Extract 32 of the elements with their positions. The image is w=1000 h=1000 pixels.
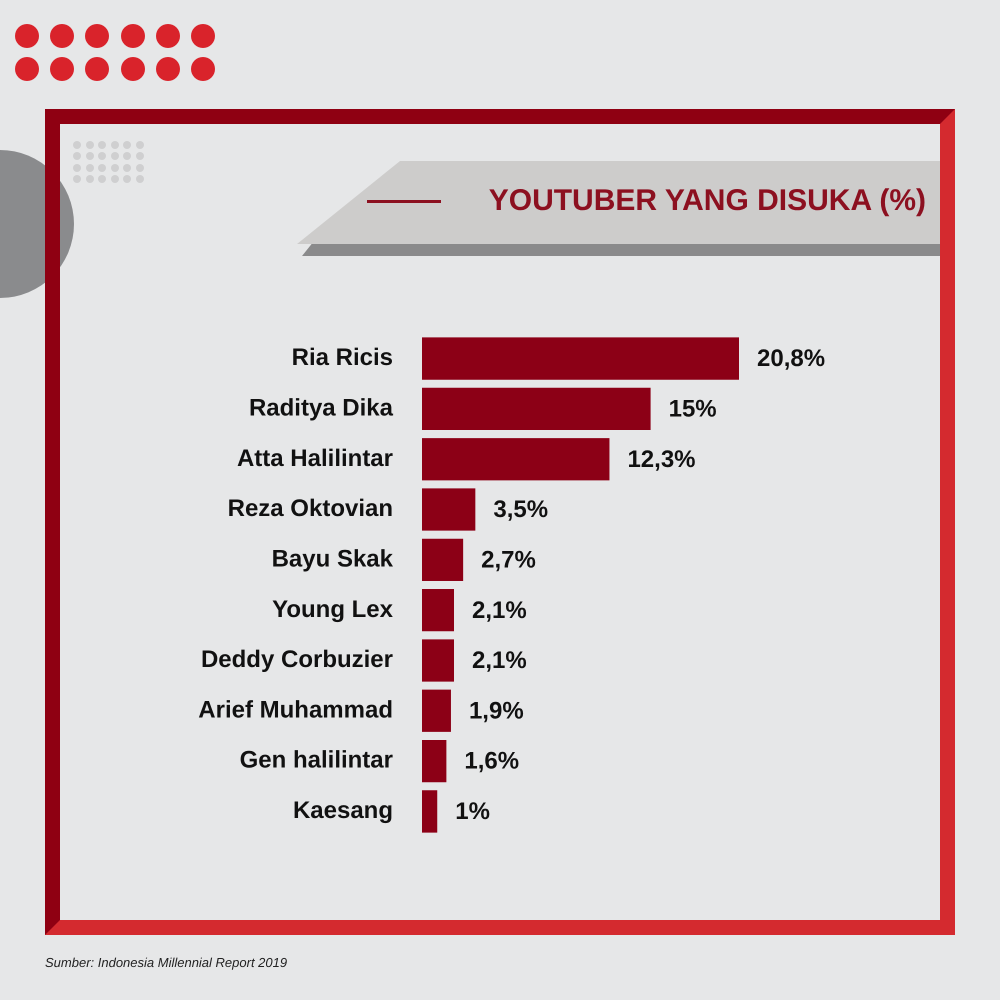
bar: [422, 337, 739, 380]
y-tick-label: Bayu Skak: [272, 545, 394, 572]
y-tick-label: Gen halilintar: [240, 746, 393, 774]
y-tick-label: Young Lex: [272, 596, 394, 623]
data-label: 2,1%: [472, 647, 527, 674]
data-label: 1%: [455, 798, 490, 826]
data-label: 12,3%: [627, 446, 696, 473]
bar: [422, 790, 438, 833]
y-tick-label: Deddy Corbuzier: [200, 646, 393, 674]
y-tick-label: Reza Oktovian: [228, 495, 393, 522]
data-label: 2,1%: [472, 596, 527, 624]
data-label: 20,8%: [757, 345, 826, 372]
y-tick-label: Kaesang: [292, 797, 393, 824]
y-tick-label: Raditya Dika: [248, 394, 394, 422]
bar: [422, 740, 446, 782]
bar: [422, 639, 454, 682]
data-label: 2,7%: [481, 546, 536, 574]
bar: [422, 589, 454, 632]
text: Sumber: Indonesia Millennial Report 2019: [45, 955, 288, 970]
bar: [422, 388, 651, 430]
y-tick-label: Arief Muhammad: [198, 696, 393, 724]
bar: [422, 488, 476, 531]
data-label: 3,5%: [493, 496, 548, 524]
bar: [422, 690, 451, 732]
data-label: 1,9%: [468, 697, 524, 724]
bar: [422, 438, 610, 480]
bar: [422, 538, 464, 581]
data-label: 15%: [668, 396, 717, 423]
y-tick-label: Atta Halilintar: [236, 444, 393, 472]
y-tick-label: Ria Ricis: [292, 344, 393, 372]
chart-title: YOUTUBER YANG DISUKA (%): [488, 183, 926, 219]
data-label: 1,6%: [464, 748, 520, 775]
